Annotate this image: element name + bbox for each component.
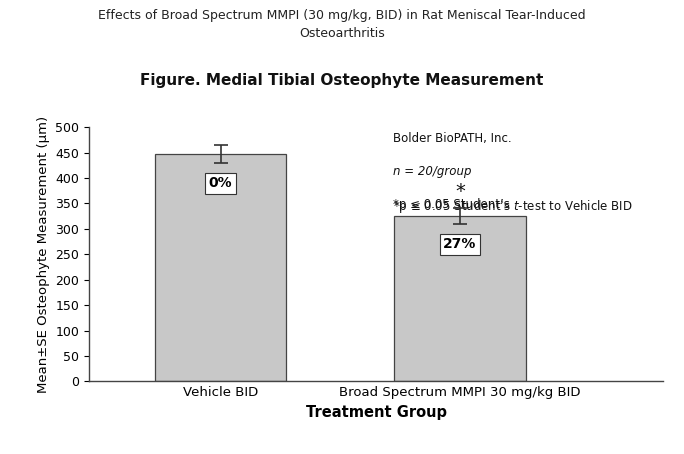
Text: Bolder BioPATH, Inc.: Bolder BioPATH, Inc. (393, 132, 512, 145)
Text: Effects of Broad Spectrum MMPI (30 mg/kg, BID) in Rat Meniscal Tear-Induced
Oste: Effects of Broad Spectrum MMPI (30 mg/kg… (98, 9, 586, 40)
Text: n = 20/group: n = 20/group (393, 165, 472, 178)
Bar (394, 216, 526, 381)
Y-axis label: Mean±SE Osteophyte Measurement (µm): Mean±SE Osteophyte Measurement (µm) (37, 116, 50, 393)
Bar (155, 154, 287, 381)
Text: *: * (455, 182, 465, 201)
Text: *p ≤ 0.05 Student’s $\mathit{t}$-test to Vehicle BID: *p ≤ 0.05 Student’s $\mathit{t}$-test to… (393, 198, 633, 215)
Text: Figure. Medial Tibial Osteophyte Measurement: Figure. Medial Tibial Osteophyte Measure… (140, 73, 544, 88)
Text: *p ≤ 0.05 Student’s: *p ≤ 0.05 Student’s (393, 198, 514, 211)
X-axis label: Treatment Group: Treatment Group (306, 405, 447, 420)
Text: 27%: 27% (443, 237, 477, 251)
Text: 0%: 0% (209, 176, 233, 190)
